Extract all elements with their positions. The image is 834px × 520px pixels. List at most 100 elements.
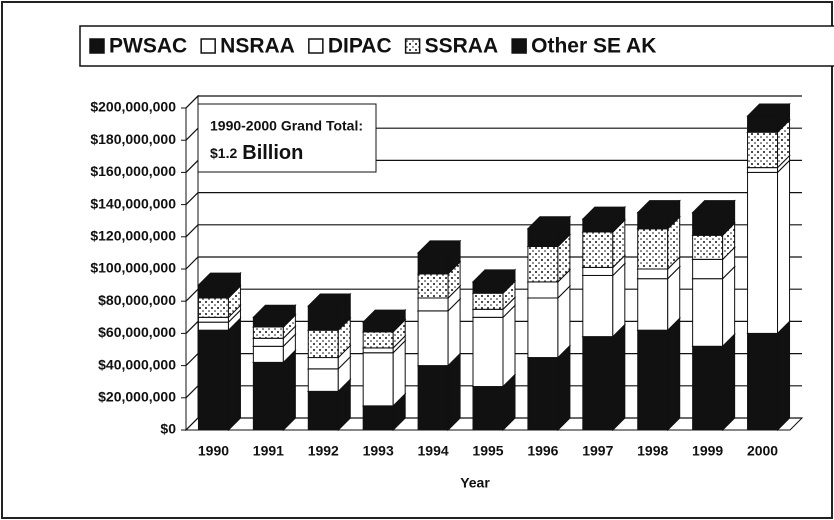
bar-segment	[197, 329, 229, 431]
legend-swatch	[89, 38, 105, 54]
bar-segment	[692, 258, 724, 280]
x-tick-label: 2000	[747, 443, 778, 459]
bar-segment	[362, 321, 394, 333]
bar-side	[777, 320, 791, 432]
x-tick-label: 1994	[418, 443, 449, 459]
annotation-line2: $1.2 Billion	[210, 142, 303, 164]
x-axis-title: Year	[460, 475, 490, 491]
grid-line	[185, 192, 802, 206]
bar-side	[502, 304, 516, 388]
bar-segment	[252, 326, 284, 339]
bar-segment	[692, 278, 724, 347]
bar-top	[581, 206, 627, 220]
bar-segment	[582, 336, 614, 431]
bar-segment	[747, 171, 779, 334]
bar-segment	[747, 115, 779, 133]
bar-segment	[527, 297, 559, 359]
legend-label: PWSAC	[109, 35, 187, 58]
bar-side	[722, 265, 736, 348]
bar-segment	[197, 316, 229, 323]
bar-segment	[472, 292, 504, 310]
bar-segment	[197, 284, 229, 299]
annotation-main: Billion	[242, 142, 303, 164]
y-tick-label: $180,000,000	[90, 131, 176, 147]
x-tick-label: 1990	[198, 443, 229, 459]
bar-segment	[472, 308, 504, 318]
legend-label: SSRAA	[425, 35, 499, 58]
bar-segment	[472, 316, 504, 388]
bar-top	[526, 216, 572, 230]
y-tick-label: $100,000,000	[90, 260, 176, 276]
bar-top	[691, 200, 736, 214]
bar-segment	[307, 329, 339, 359]
bar-top	[307, 293, 352, 307]
bar-segment	[417, 365, 449, 431]
x-tick-label: 1993	[363, 443, 394, 459]
legend-swatch	[200, 38, 216, 54]
y-tick-label: $160,000,000	[90, 163, 176, 179]
bar-segment	[307, 305, 339, 331]
bar-segment	[637, 268, 669, 280]
bar-segment	[197, 297, 229, 318]
annotation-line1: 1990-2000 Grand Total:	[210, 118, 363, 134]
bar-side	[557, 344, 571, 432]
bar-top	[197, 272, 242, 286]
bar-segment	[197, 321, 229, 331]
y-tick-label: $20,000,000	[98, 389, 176, 405]
bar-segment	[747, 332, 779, 431]
bar-segment	[582, 218, 614, 233]
x-tick-label: 1996	[527, 443, 558, 459]
annotation-prefix: $1.2	[210, 145, 237, 161]
bar-segment	[527, 228, 559, 247]
y-tick-label: $140,000,000	[90, 195, 176, 211]
bar-segment	[252, 345, 284, 363]
bar-segment	[637, 278, 669, 331]
bar-segment	[307, 357, 339, 370]
y-tick-label: $40,000,000	[98, 356, 176, 372]
bar-segment	[362, 405, 394, 431]
y-tick-label: $120,000,000	[90, 228, 176, 244]
bar-segment	[582, 231, 614, 268]
bar-segment	[472, 386, 504, 431]
bar-side	[722, 333, 736, 432]
bar-segment	[747, 131, 779, 169]
bar-segment	[527, 281, 559, 299]
bar-segment	[417, 297, 449, 312]
y-tick-label: $60,000,000	[98, 324, 176, 340]
bar-side	[777, 159, 791, 335]
x-tick-label: 1999	[692, 443, 723, 459]
bar-top	[361, 309, 407, 323]
bar-segment	[252, 316, 284, 328]
annotation-box	[197, 103, 377, 173]
bar-segment	[417, 252, 449, 275]
bar-side	[612, 262, 626, 338]
legend-label: DIPAC	[328, 35, 392, 58]
bar-segment	[417, 273, 449, 299]
bar-segment	[417, 310, 449, 367]
bar-segment	[692, 345, 724, 431]
bar-segment	[307, 390, 339, 431]
legend-label: NSRAA	[220, 35, 295, 58]
bar-top	[746, 103, 791, 117]
x-tick-label: 1992	[308, 443, 339, 459]
bar-side	[667, 316, 681, 432]
legend-label: Other SE AK	[531, 35, 656, 58]
x-tick-label: 1991	[253, 443, 284, 459]
x-tick-label: 1998	[637, 443, 668, 459]
bar-segment	[747, 167, 779, 173]
bar-segment	[252, 337, 284, 347]
bar-segment	[307, 368, 339, 392]
y-tick-label: $0	[160, 421, 176, 437]
bar-top	[636, 200, 681, 214]
legend: PWSAC NSRAA DIPAC SSRAA Other SE AK	[89, 35, 656, 58]
bar-segment	[637, 212, 669, 230]
bar-segment	[472, 281, 504, 294]
bar-top	[252, 304, 297, 318]
bar-segment	[637, 329, 669, 431]
bar-segment	[362, 331, 394, 349]
bar-side	[447, 352, 461, 432]
bar-segment	[252, 361, 284, 431]
y-tick-label: $200,000,000	[90, 99, 176, 115]
bar-side	[282, 349, 296, 432]
